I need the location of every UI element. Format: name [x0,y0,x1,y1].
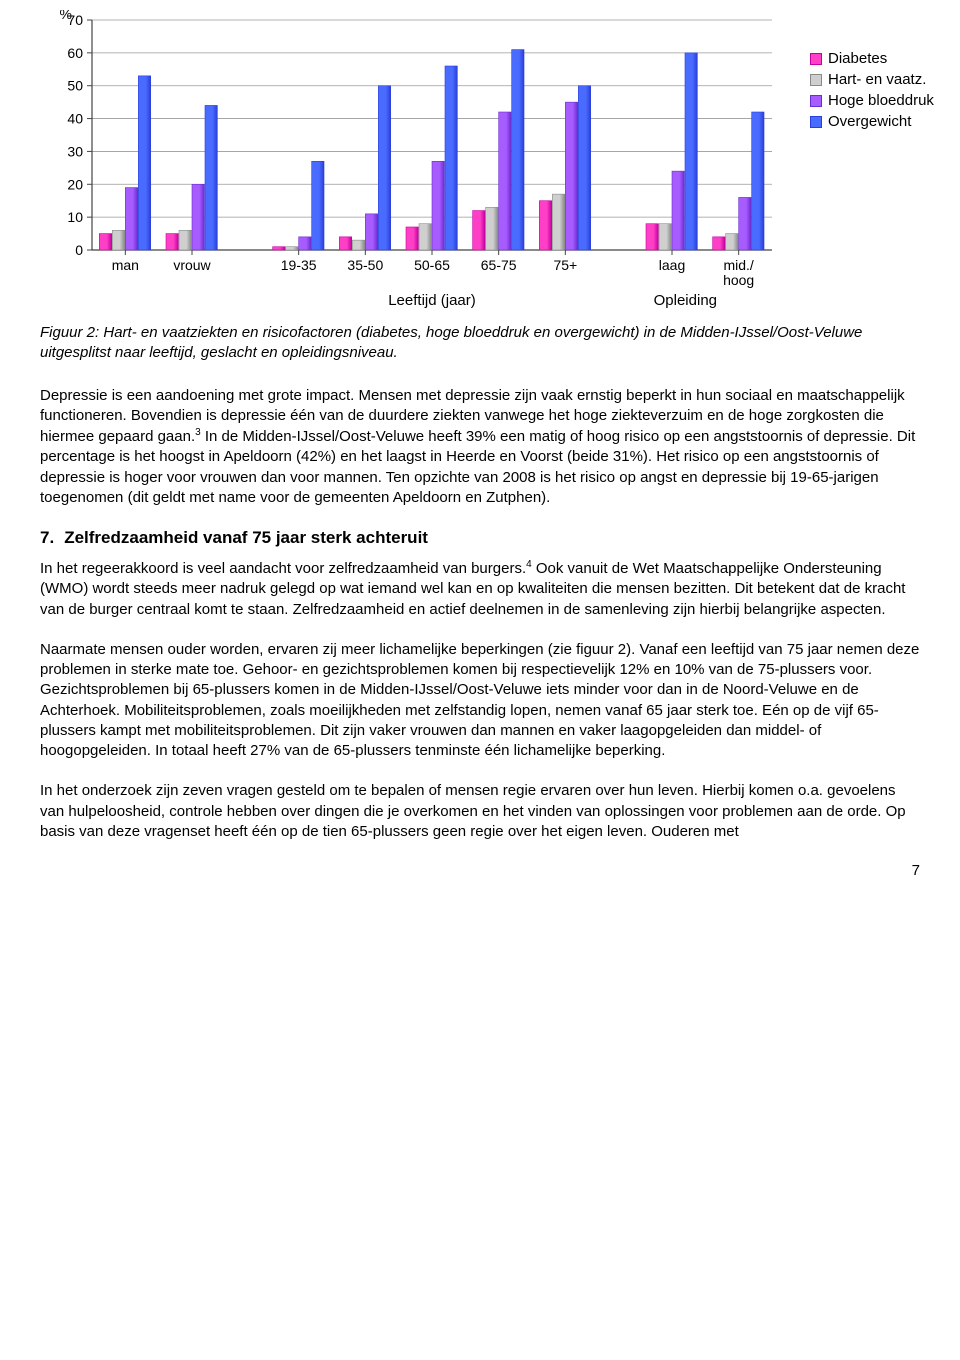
page-number: 7 [40,862,920,879]
para2-a: In het regeerakkoord is veel aandacht vo… [40,560,526,577]
heading-number: 7. [40,528,54,547]
svg-text:60: 60 [67,45,83,61]
legend-label: Overgewicht [828,113,911,130]
legend-item: Diabetes [810,50,934,67]
section-heading-7: 7. Zelfredzaamheid vanaf 75 jaar sterk ac… [40,528,920,548]
legend-label: Hoge bloeddruk [828,92,934,109]
svg-text:0: 0 [75,242,83,258]
svg-text:Leeftijd (jaar): Leeftijd (jaar) [388,292,476,309]
svg-text:10: 10 [67,209,83,225]
legend-swatch [810,74,822,86]
svg-text:20: 20 [67,176,83,192]
svg-text:19-35: 19-35 [281,257,317,273]
legend-label: Hart- en vaatz. [828,71,926,88]
svg-text:Opleiding: Opleiding [654,292,717,309]
svg-text:mid./: mid./ [723,257,753,273]
caption-prefix: Figuur 2: [40,324,99,341]
svg-text:vrouw: vrouw [173,257,211,273]
legend-label: Diabetes [828,50,887,67]
svg-text:30: 30 [67,143,83,159]
svg-text:65-75: 65-75 [481,257,517,273]
paragraph-beperkingen: Naarmate mensen ouder worden, ervaren zi… [40,640,920,762]
svg-text:%: % [60,10,72,22]
chart-plot: 010203040506070%manvrouw19-3535-5050-656… [40,10,800,315]
caption-text: Hart- en vaatziekten en risicofactoren (… [40,324,862,361]
chart-figure: 010203040506070%manvrouw19-3535-5050-656… [40,10,920,315]
paragraph-depressie: Depressie is een aandoening met grote im… [40,386,920,509]
legend-swatch [810,53,822,65]
svg-text:50-65: 50-65 [414,257,450,273]
paragraph-regie: In het onderzoek zijn zeven vragen geste… [40,781,920,842]
heading-text: Zelfredzaamheid vanaf 75 jaar sterk acht… [64,528,428,547]
svg-text:40: 40 [67,111,83,127]
legend-item: Hoge bloeddruk [810,92,934,109]
paragraph-regeerakkoord: In het regeerakkoord is veel aandacht vo… [40,558,920,620]
svg-text:50: 50 [67,78,83,94]
svg-text:35-50: 35-50 [347,257,383,273]
legend-item: Hart- en vaatz. [810,71,934,88]
svg-text:75+: 75+ [553,257,577,273]
svg-text:laag: laag [659,257,685,273]
svg-text:man: man [112,257,139,273]
svg-text:hoog: hoog [723,272,754,288]
chart-legend: Diabetes Hart- en vaatz. Hoge bloeddruk Ove… [800,10,934,134]
legend-swatch [810,116,822,128]
legend-item: Overgewicht [810,113,934,130]
figure-caption: Figuur 2: Hart- en vaatziekten en risico… [40,323,920,364]
legend-swatch [810,95,822,107]
